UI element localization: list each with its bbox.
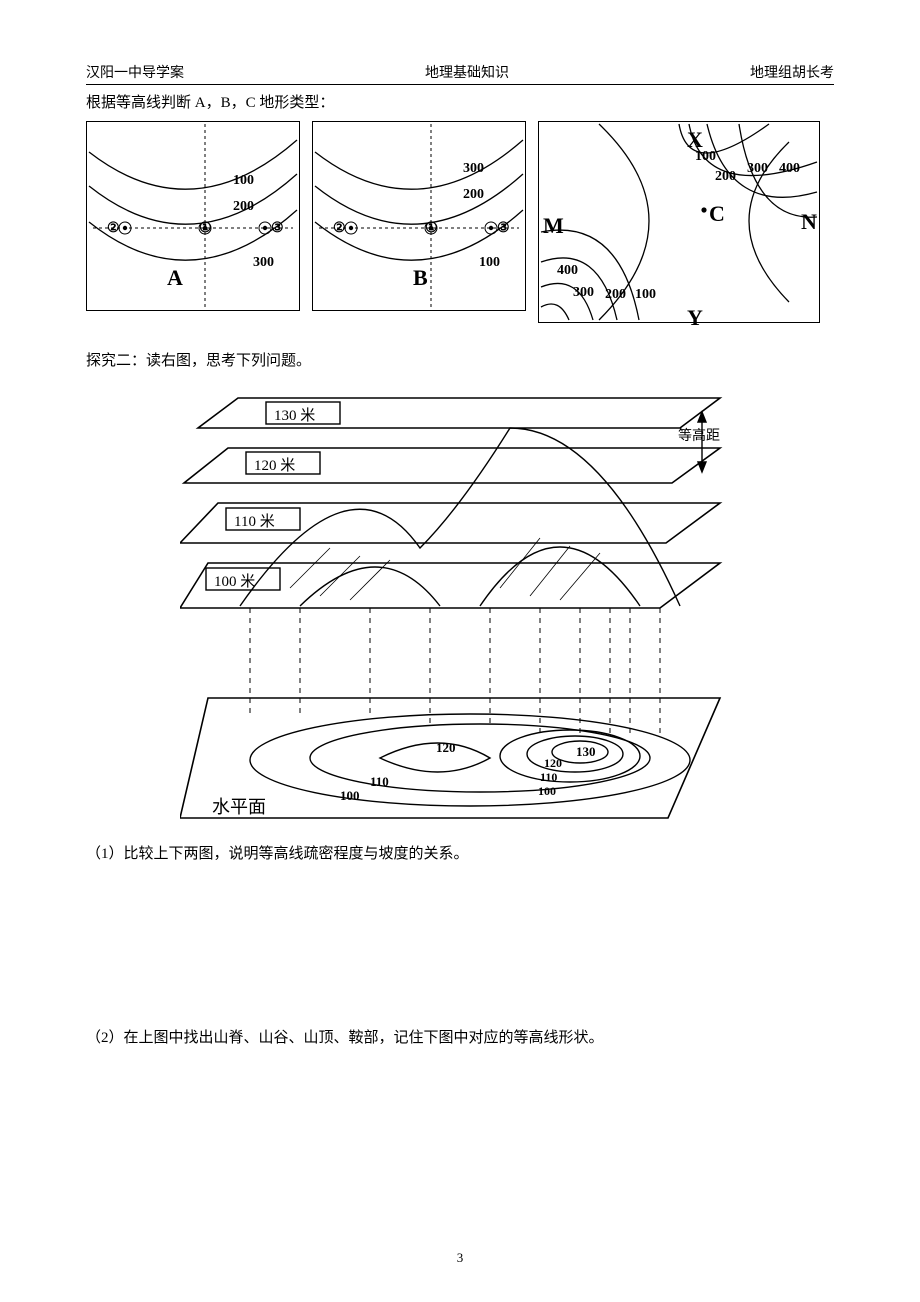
panel-a-p3: ③: [271, 218, 284, 240]
panel-b-300: 300: [463, 158, 484, 180]
map-120: 120: [436, 738, 456, 759]
fig-120: 120 米: [254, 454, 295, 478]
panel-c: X Y M N C 100 200 300 400 400 300 200 10…: [538, 121, 820, 323]
panel-c-200a: 200: [715, 166, 736, 188]
prompt-text: 根据等高线判断 A，B，C 地形类型：: [86, 91, 834, 115]
panel-a-300: 300: [253, 252, 274, 274]
fig-plane: 水平面: [212, 793, 266, 822]
page-number: 3: [0, 1250, 920, 1266]
panel-c-N: N: [801, 204, 817, 239]
panel-b-p3: ③: [497, 218, 510, 240]
panel-c-M: M: [543, 208, 564, 243]
panel-a-p2: ②: [107, 218, 120, 240]
panel-c-400a: 400: [779, 158, 800, 180]
panel-b-letter: B: [413, 260, 428, 295]
fig-eqlabel: 等高距: [678, 426, 720, 448]
fig-130: 130 米: [274, 404, 315, 428]
panel-c-300b: 300: [573, 282, 594, 304]
question-1: （1）比较上下两图，说明等高线疏密程度与坡度的关系。: [86, 842, 834, 866]
panel-c-300a: 300: [747, 158, 768, 180]
panel-a-200: 200: [233, 196, 254, 218]
map-100: 100: [340, 786, 360, 807]
panel-c-C: C: [709, 196, 725, 231]
header-left: 汉阳一中导学案: [86, 62, 184, 82]
panel-c-Y: Y: [687, 300, 703, 335]
map-130: 130: [576, 742, 596, 763]
main-contour-figure: 130 米 120 米 110 米 100 米 等高距 水平面 100 110 …: [180, 388, 740, 828]
contour-panels-row: 100 200 300 ① ② ③ A: [86, 121, 834, 323]
panel-b-p1: ①: [425, 218, 438, 240]
header-right: 地理组胡长考: [750, 62, 834, 82]
fig-100: 100 米: [214, 570, 255, 594]
panel-c-200b: 200: [605, 284, 626, 306]
panel-b: 300 200 100 ① ② ③ B: [312, 121, 526, 311]
panel-b-p2: ②: [333, 218, 346, 240]
panel-c-100a: 100: [695, 146, 716, 168]
header-rule: [86, 84, 834, 85]
panel-a: 100 200 300 ① ② ③ A: [86, 121, 300, 311]
panel-c-400b: 400: [557, 260, 578, 282]
fig-110: 110 米: [234, 510, 275, 534]
section2-title: 探究二：读右图，思考下列问题。: [86, 349, 834, 373]
question-2: （2）在上图中找出山脊、山谷、山顶、鞍部，记住下图中对应的等高线形状。: [86, 1026, 834, 1050]
panel-b-100: 100: [479, 252, 500, 274]
panel-a-p1: ①: [199, 218, 212, 240]
panel-a-100: 100: [233, 170, 254, 192]
map-110: 110: [370, 772, 389, 793]
map-r100: 100: [538, 782, 556, 801]
panel-a-letter: A: [167, 260, 183, 295]
panel-b-200: 200: [463, 184, 484, 206]
header-center: 地理基础知识: [425, 62, 509, 82]
panel-c-100b: 100: [635, 284, 656, 306]
